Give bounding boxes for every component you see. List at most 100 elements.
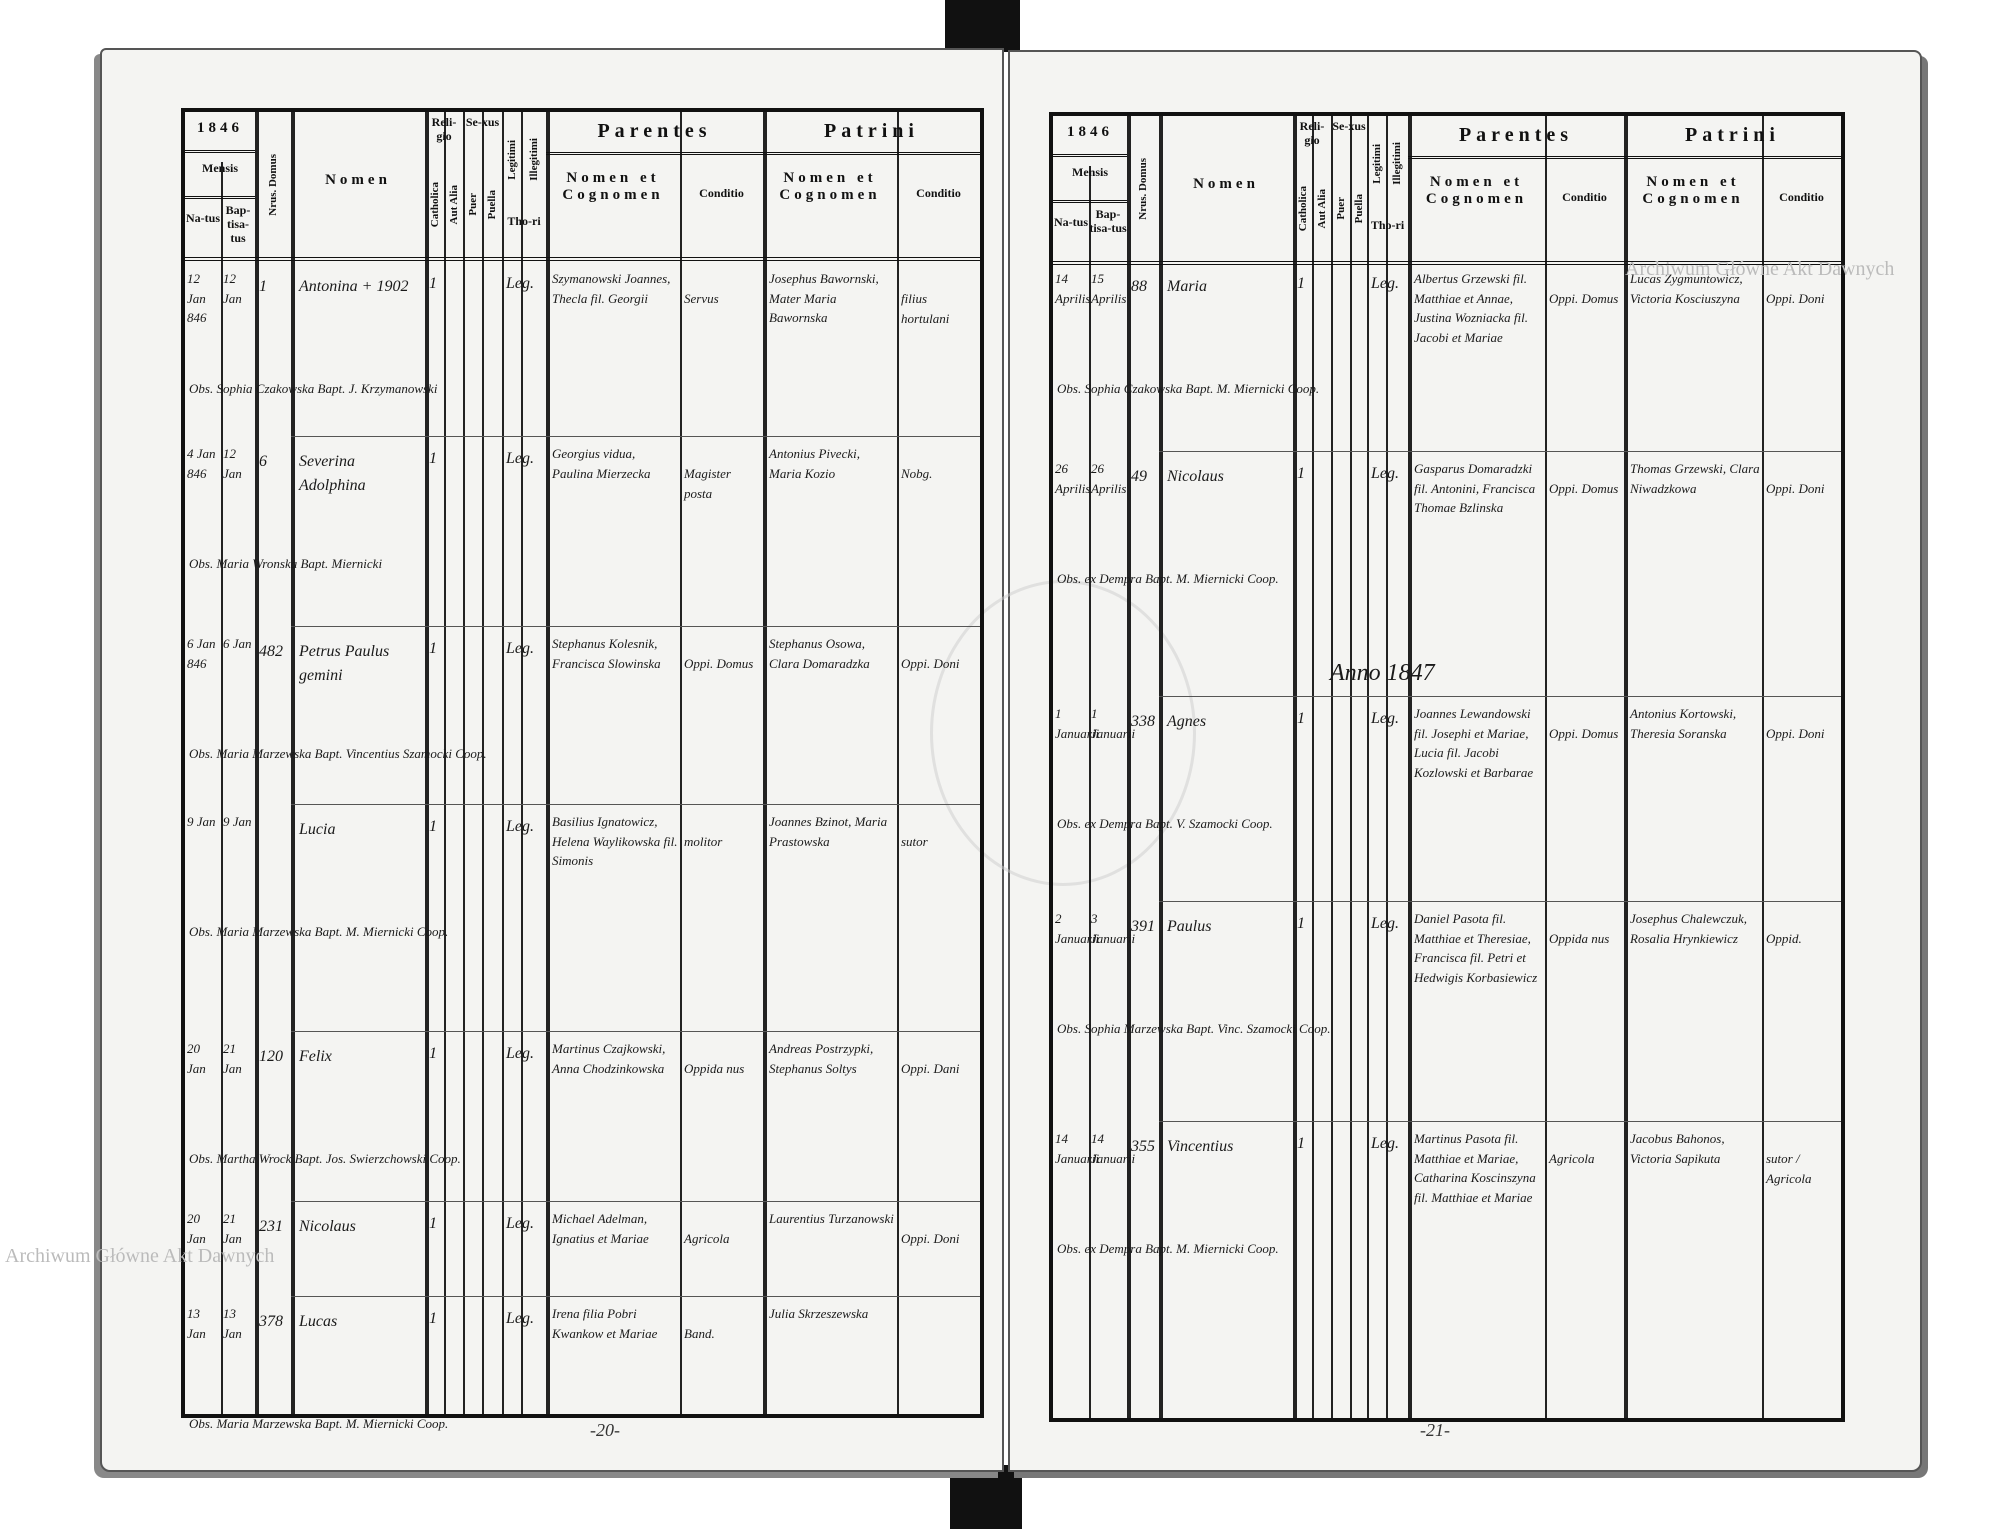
entry-patrini: Stephanus Osowa, Clara Domaradzka <box>769 636 870 671</box>
header-parentes: Parentes <box>597 120 712 142</box>
header-aut-alia: Aut Alia <box>1315 188 1328 229</box>
header-year: 1846 <box>1067 124 1113 140</box>
row-divider <box>1159 1121 1841 1122</box>
entry-natus: 20 Jan <box>187 1211 206 1246</box>
entry-nomen: Nicolaus <box>1167 468 1224 485</box>
entry-parentes: Gasparus Domaradzki fil. Antonini, Franc… <box>1414 461 1536 515</box>
entry-natus: 1 Januarii <box>1055 706 1100 741</box>
header-catholica: Catholica <box>428 181 441 228</box>
entry-note: Obs. Maria Wronska Bapt. Miernicki <box>189 556 383 571</box>
archive-seal-watermark <box>930 580 1196 886</box>
entry-patrini-conditio: Oppi. Dani <box>901 1061 960 1076</box>
entry-baptisatus: 12 Jan <box>223 271 242 306</box>
entry-natus: 4 Jan 846 <box>187 446 216 481</box>
entry-natus: 14 Januarii <box>1055 1131 1100 1166</box>
header-thori: Tho-ri <box>1370 218 1405 232</box>
entry-note: Obs. Maria Marzewska Bapt. Vincentius Sz… <box>189 746 487 761</box>
header-natus: Na-tus <box>185 211 220 225</box>
row-divider <box>291 804 980 805</box>
entry-baptisatus: 12 Jan <box>223 446 242 481</box>
watermark-right: Archiwum Główne Akt Dawnych <box>1625 258 1895 280</box>
legitimi-mark: Leg. <box>506 1310 534 1327</box>
column-divider <box>502 112 504 1414</box>
entry-nomen: Severina Adolphina <box>299 453 366 494</box>
entry-patrini: Antonius Kortowski, Theresia Soranska <box>1630 706 1737 741</box>
entry-domus: 120 <box>259 1048 283 1065</box>
header-sexus: Se-xus <box>1332 119 1366 133</box>
entry-note: Obs. Maria Marzewska Bapt. M. Miernicki … <box>189 924 449 939</box>
right-register-table: 1846 Mensis Na-tus Bap-tisa-tus Nrus. Domus N… <box>1049 112 1845 1422</box>
mensis-divider <box>1053 200 1127 203</box>
catholica-mark: 1 <box>429 1045 437 1062</box>
entry-domus: 88 <box>1131 278 1147 295</box>
entry-conditio: Agricola <box>1549 1151 1595 1166</box>
row-divider <box>1159 901 1841 902</box>
header-domus-cell: Nrus. Domus <box>1127 126 1159 251</box>
header-patrini-conditio: Conditio <box>1779 190 1824 204</box>
entry-patrini-conditio: filius hortulani <box>901 291 950 326</box>
entry-conditio: Magister posta <box>684 466 731 501</box>
column-divider <box>255 112 259 1414</box>
entry-conditio: molitor <box>684 834 723 849</box>
entry-domus: 49 <box>1131 468 1147 485</box>
header-parentes-nomen: Nomen et Cognomen <box>562 170 664 204</box>
row-divider <box>1159 696 1841 697</box>
entry-parentes: Stephanus Kolesnik, Francisca Slowinska <box>552 636 661 671</box>
row-divider <box>291 436 980 437</box>
entry-baptisatus: 13 Jan <box>223 1306 242 1341</box>
column-divider <box>680 112 682 1414</box>
year-divider <box>1053 154 1127 157</box>
entry-baptisatus: 1 Januarii <box>1091 706 1136 741</box>
entry-domus: 482 <box>259 643 283 660</box>
entry-natus: 9 Jan <box>187 814 216 829</box>
legitimi-mark: Leg. <box>1371 915 1399 932</box>
entry-parentes: Joannes Lewandowski fil. Josephi et Mari… <box>1414 706 1534 780</box>
left-page <box>100 48 1004 1472</box>
entry-baptisatus: 21 Jan <box>223 1041 242 1076</box>
legitimi-mark: Leg. <box>506 818 534 835</box>
legitimi-mark: Leg. <box>1371 465 1399 482</box>
header-parentes-conditio: Conditio <box>699 186 744 200</box>
entry-patrini-conditio: Oppi. Doni <box>901 656 960 671</box>
header-legitimi-cell: Legitimi <box>1367 126 1386 201</box>
entry-nomen: Nicolaus <box>299 1218 356 1235</box>
entry-nomen: Felix <box>299 1048 332 1065</box>
entry-nomen: Maria <box>1167 278 1207 295</box>
entry-baptisatus: 3 Januarii <box>1091 911 1136 946</box>
entry-patrini-conditio: Nobg. <box>901 466 933 481</box>
header-puella: Puella <box>1352 193 1365 224</box>
entry-note: Obs. Maria Marzewska Bapt. M. Miernicki … <box>189 1416 449 1431</box>
entry-patrini: Josephus Chalewczuk, Rosalia Hrynkiewicz <box>1630 911 1747 946</box>
entry-patrini-conditio: Oppi. Doni <box>1766 291 1825 306</box>
entry-parentes: Albertus Grzewski fil. Matthiae et Annae… <box>1414 271 1528 345</box>
entry-baptisatus: 15 Aprilis <box>1091 271 1127 306</box>
entry-parentes: Michael Adelman, Ignatius et Mariae <box>552 1211 649 1246</box>
header-illegitimi-cell: Illegitimi <box>521 122 546 197</box>
row-divider <box>291 1201 980 1202</box>
entry-patrini: Lucas Zygmuntowicz, Victoria Kosciuszyna <box>1630 271 1743 306</box>
header-aut-alia: Aut Alia <box>447 184 460 225</box>
entry-nomen: Lucas <box>299 1313 338 1330</box>
entry-conditio: Band. <box>684 1326 715 1341</box>
entry-domus: 355 <box>1131 1138 1155 1155</box>
header-catholica: Catholica <box>1296 185 1309 232</box>
catholica-mark: 1 <box>1297 915 1305 932</box>
entry-note: Obs. ex Dempra Bapt. M. Miernicki Coop. <box>1057 571 1279 586</box>
entry-patrini-conditio: Oppi. Doni <box>901 1231 960 1246</box>
entry-patrini-conditio: Oppi. Doni <box>1766 481 1825 496</box>
entry-patrini-conditio: sutor <box>901 834 928 849</box>
watermark-left: Archiwum Główne Akt Dawnych <box>5 1245 275 1267</box>
entry-conditio: Servus <box>684 291 719 306</box>
entry-natus: 20 Jan <box>187 1041 206 1076</box>
header-patrini-nomen: Nomen et Cognomen <box>1642 174 1744 208</box>
entry-natus: 6 Jan 846 <box>187 636 216 671</box>
entry-domus: 391 <box>1131 918 1155 935</box>
entry-conditio: Oppi. Domus <box>1549 291 1619 306</box>
entry-note: Obs. Sophia Czakowska Bapt. J. Krzymanow… <box>189 381 438 396</box>
header-puer-cell: Puer <box>1331 161 1350 256</box>
entry-natus: 26 Aprilis <box>1055 461 1091 496</box>
legitimi-mark: Leg. <box>506 640 534 657</box>
catholica-mark: 1 <box>1297 275 1305 292</box>
header-domus: Nrus. Domus <box>267 153 279 216</box>
column-divider <box>1159 116 1163 1418</box>
